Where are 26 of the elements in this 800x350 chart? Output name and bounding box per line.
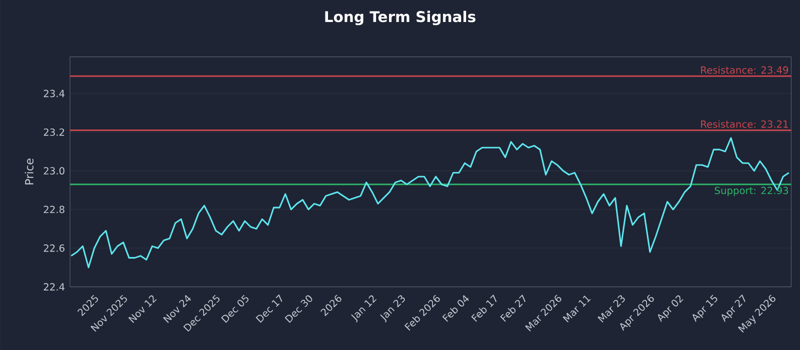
x-tick-label: Feb 17 bbox=[471, 294, 497, 322]
x-tick-label: Mar 23 bbox=[598, 295, 625, 322]
x-tick-label: Jan 12 bbox=[351, 295, 377, 323]
x-tick-label: Apr 15 bbox=[692, 294, 718, 322]
y-tick-label: 22.6 bbox=[44, 244, 64, 252]
y-tick-label: 23.2 bbox=[44, 128, 64, 136]
y-tick-label: 22.8 bbox=[44, 206, 64, 214]
ref-line-label: Resistance: 23.49 bbox=[701, 66, 788, 74]
ref-line-label: Resistance: 23.21 bbox=[701, 120, 788, 128]
x-tick-label: Nov 24 bbox=[163, 295, 191, 323]
x-tick-label: Apr 27 bbox=[722, 294, 746, 322]
ref-line-label: Support: 22.93 bbox=[714, 186, 788, 196]
x-tick-label: Dec 30 bbox=[284, 295, 312, 323]
x-tick-label: Nov 12 bbox=[128, 295, 157, 323]
x-tick-label: Dec 05 bbox=[221, 294, 248, 323]
y-tick-label: 23.4 bbox=[44, 90, 64, 98]
y-tick-label: 22.4 bbox=[44, 283, 64, 290]
chart-title: Long Term Signals bbox=[325, 10, 476, 26]
x-tick-label: Dec 17 bbox=[256, 294, 282, 323]
y-tick-label: 23.0 bbox=[44, 167, 64, 175]
x-tick-label: Apr 02 bbox=[658, 295, 684, 322]
x-tick-label: Mar 11 bbox=[562, 296, 591, 322]
x-tick-label: Jan 23 bbox=[380, 295, 405, 323]
x-tick-label: Feb 27 bbox=[500, 294, 526, 322]
x-tick-label: Feb 04 bbox=[442, 295, 469, 322]
y-axis-title: Price bbox=[24, 158, 34, 184]
